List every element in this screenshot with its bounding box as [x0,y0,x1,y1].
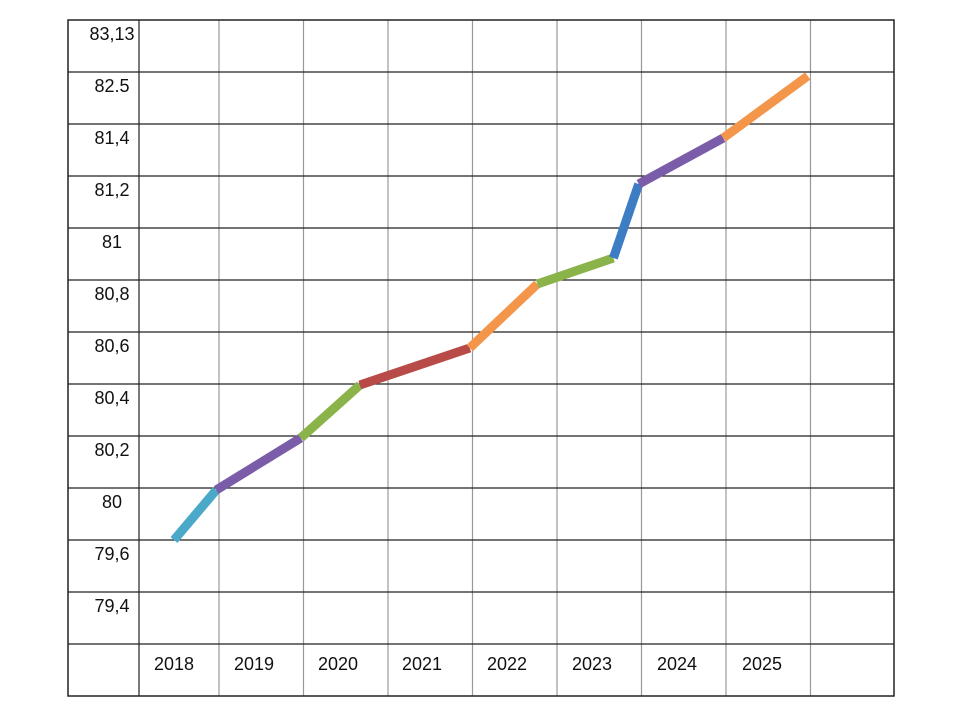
x-tick-label: 2021 [402,654,442,674]
line-segment [636,134,726,188]
horizontal-gridlines [68,71,894,645]
x-tick-label: 2025 [742,654,782,674]
data-line [170,72,811,543]
y-tick-label: 81,2 [94,180,129,200]
x-tick-label: 2020 [318,654,358,674]
line-segment [466,280,541,352]
y-tick-label: 81,4 [94,128,129,148]
line-segment [609,182,644,260]
y-tick-label: 83,13 [89,24,134,44]
x-tick-label: 2023 [572,654,612,674]
line-segment [535,253,615,289]
line-segment [720,72,811,142]
x-axis-tick-labels: 2018 2019 2020 2021 2022 2023 2024 2025 [154,654,782,674]
y-tick-label: 81 [102,232,122,252]
x-tick-label: 2019 [234,654,274,674]
x-tick-label: 2018 [154,654,194,674]
y-axis-tick-labels: 83,13 82.5 81,4 81,2 81 80,8 80,6 80,4 80,2 80 79,… [89,24,134,616]
y-tick-label: 79,6 [94,544,129,564]
y-tick-label: 79,4 [94,596,129,616]
line-segment [297,381,363,442]
y-tick-label: 80,6 [94,336,129,356]
line-segment [358,343,472,390]
x-tick-label: 2024 [657,654,697,674]
y-tick-label: 80,2 [94,440,129,460]
y-tick-label: 80 [102,492,122,512]
y-tick-label: 82.5 [94,76,129,96]
chart-frame [67,19,895,697]
y-tick-label: 80,4 [94,388,129,408]
line-segment [213,434,304,494]
vertical-gridlines [138,20,812,696]
line-segment [170,487,220,543]
y-tick-label: 80,8 [94,284,129,304]
x-tick-label: 2022 [487,654,527,674]
